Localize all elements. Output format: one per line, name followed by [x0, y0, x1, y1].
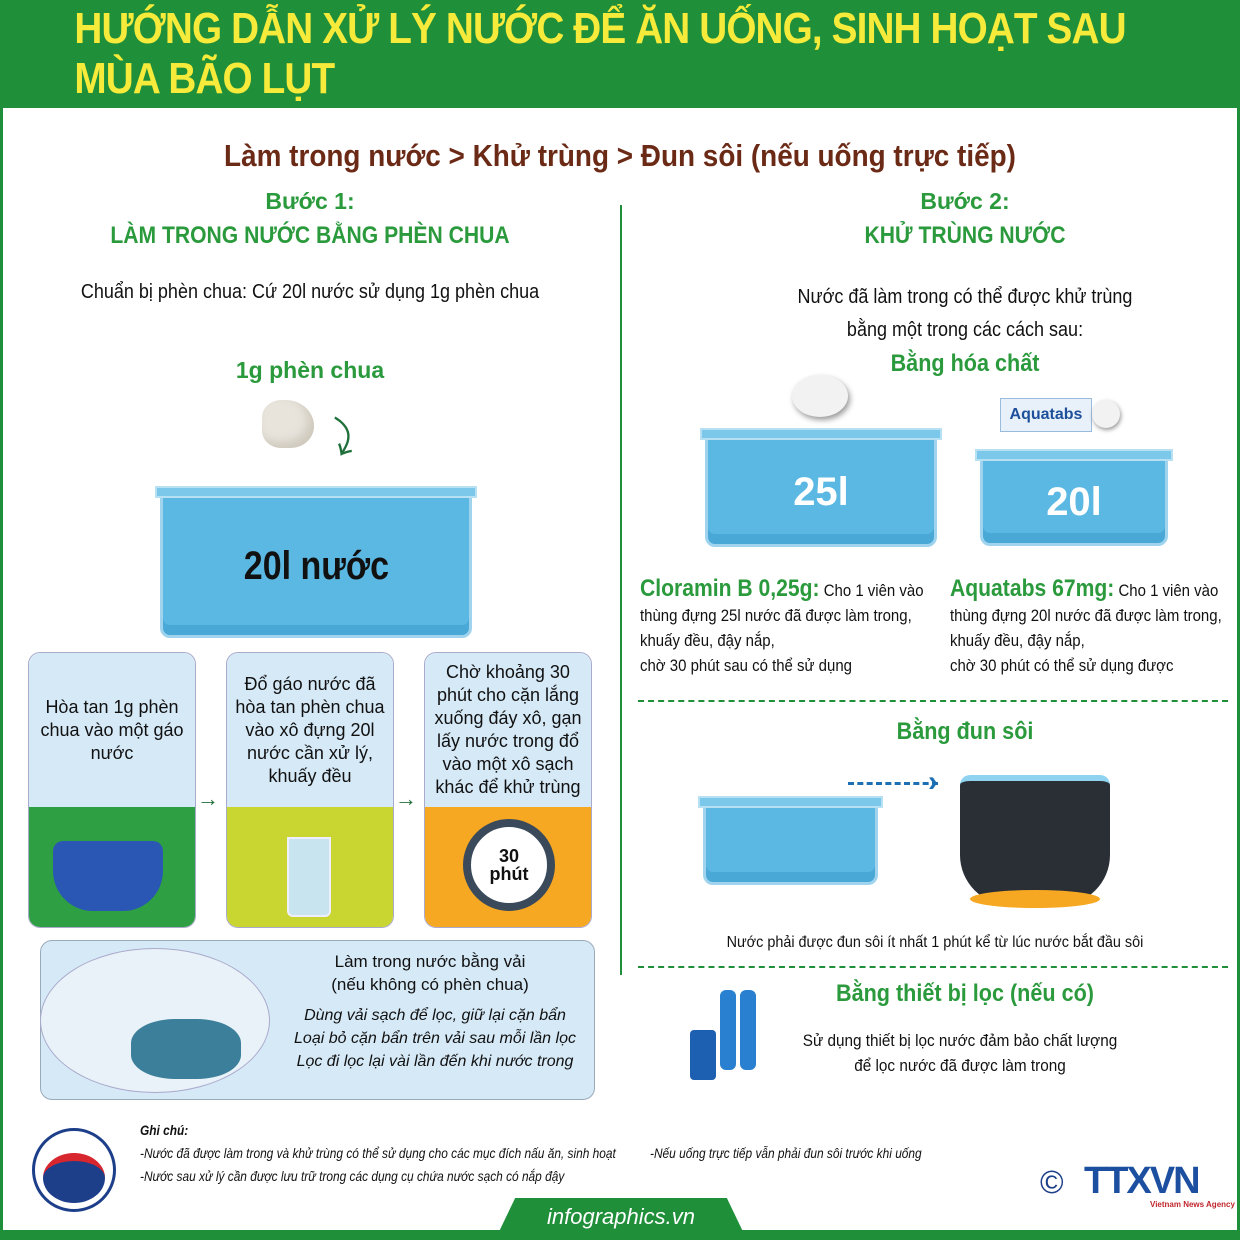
- section-divider: [638, 966, 1228, 968]
- bucket-label: 20l nước: [243, 544, 389, 588]
- bucket-boil: [698, 796, 883, 885]
- filter-line: Sử dụng thiết bị lọc nước đảm bảo chất l…: [802, 1031, 1118, 1050]
- desc-line: chờ 30 phút sau có thể sử dụng: [640, 656, 852, 675]
- aquatabs-name: Aquatabs 67mg:: [950, 575, 1115, 602]
- filter-title: Bằng thiết bị lọc (nếu có): [835, 980, 1094, 1007]
- desc-line: khuấy đều, đậy nắp,: [950, 631, 1085, 650]
- arrow-right-icon: ›: [928, 765, 938, 798]
- step-text: Hòa tan 1g phèn chua vào một gáo nước: [29, 653, 195, 807]
- section-divider: [638, 700, 1228, 702]
- ministry-of-health-logo: [32, 1128, 116, 1212]
- desc-line: khuấy đều, đậy nắp,: [640, 631, 775, 650]
- step-card-2: Đổ gáo nước đã hòa tan phèn chua vào xô …: [226, 652, 394, 928]
- desc-line: Cho 1 viên vào: [1118, 581, 1219, 600]
- intro-line: bằng một trong các cách sau:: [846, 319, 1084, 341]
- intro-line: Nước đã làm trong có thể được khử trùng: [797, 286, 1133, 308]
- arrow-right-icon: →: [395, 786, 417, 811]
- step1-prep: Chuẩn bị phèn chua: Cứ 20l nước sử dụng …: [80, 281, 540, 303]
- filter-line: để lọc nước đã được làm trong: [854, 1056, 1066, 1075]
- desc-line: thùng đựng 20l nước đã được làm trong,: [950, 606, 1222, 625]
- step-text: Chờ khoảng 30 phút cho cặn lắng xuống đá…: [425, 653, 591, 807]
- cloth-title: Làm trong nước bằng vải: [334, 952, 526, 971]
- cloth-title-block: Làm trong nước bằng vải (nếu không có phè…: [280, 950, 580, 996]
- ttxvn-logo: TTXVN: [1084, 1160, 1201, 1202]
- cloramin-desc: Cloramin B 0,25g: Cho 1 viên vào thùng đự…: [640, 576, 924, 678]
- step-card-1: Hòa tan 1g phèn chua vào một gáo nước: [28, 652, 196, 928]
- desc-line: Cho 1 viên vào: [823, 581, 924, 600]
- cloth-lines: Dùng vải sạch để lọc, giữ lại cặn bẩn Loạ…: [290, 1004, 580, 1073]
- agency-subtitle: Vietnam News Agency: [1150, 1200, 1235, 1209]
- cloramin-tablet: [792, 375, 848, 417]
- boil-note: Nước phải được đun sôi ít nhất 1 phút kể…: [726, 934, 1144, 951]
- chemical-title: Bằng hóa chất: [890, 350, 1040, 377]
- step2-title: KHỬ TRÙNG NƯỚC: [864, 222, 1066, 249]
- desc-line: thùng đựng 25l nước đã được làm trong,: [640, 606, 912, 625]
- aquatabs-desc: Aquatabs 67mg: Cho 1 viên vào thùng đựng …: [950, 576, 1222, 678]
- step-text: Đổ gáo nước đã hòa tan phèn chua vào xô …: [227, 653, 393, 807]
- step2-label: Bước 2:: [920, 188, 1010, 214]
- bucket-label: 25l: [793, 469, 849, 514]
- step1-label: Bước 1:: [265, 188, 355, 214]
- boil-title: Bằng đun sôi: [896, 718, 1034, 745]
- cloth-filter-image: [40, 948, 270, 1093]
- cloth-subtitle: (nếu không có phèn chua): [331, 975, 529, 994]
- bucket-label: 20l: [1046, 479, 1102, 524]
- copyright-symbol: ©: [1040, 1164, 1064, 1200]
- timer-icon: 30 phút: [425, 807, 591, 927]
- bucket-25l: 25l: [700, 428, 942, 547]
- site-link[interactable]: infographics.vn: [547, 1204, 695, 1229]
- water-filter-image: [690, 990, 770, 1090]
- note-2: -Nước sau xử lý cần được lưu trữ trong c…: [140, 1168, 565, 1184]
- aquatabs-tablet: [1092, 400, 1120, 428]
- cloth-line: Dùng vải sạch để lọc, giữ lại cặn bẩn: [304, 1007, 566, 1024]
- desc-line: chờ 30 phút có thể sử dụng được: [950, 656, 1174, 675]
- page-title: HƯỚNG DẪN XỬ LÝ NƯỚC ĐỂ ĂN UỐNG, SINH HO…: [74, 4, 1126, 103]
- ladle-image: [29, 807, 195, 927]
- alum-label: 1g phèn chua: [235, 357, 385, 383]
- note-3: -Nếu uống trực tiếp vẫn phải đun sôi trư…: [650, 1145, 922, 1161]
- cloth-line: Loại bỏ cặn bẩn trên vải sau mỗi lần lọc: [294, 1030, 576, 1047]
- cloth-line: Lọc đi lọc lại vài lần đến khi nước tron…: [296, 1053, 574, 1070]
- step1-title: LÀM TRONG NƯỚC BẰNG PHÈN CHUA: [110, 222, 510, 249]
- note-1: -Nước đã được làm trong và khử trùng có …: [140, 1145, 616, 1161]
- arrow-right-icon: →: [197, 786, 219, 811]
- dashed-arrow: [848, 782, 938, 785]
- bucket-20l: 20l nước: [155, 486, 477, 638]
- column-divider: [620, 205, 622, 975]
- filter-desc: Sử dụng thiết bị lọc nước đảm bảo chất l…: [780, 1028, 1140, 1078]
- gas-flame: [970, 890, 1100, 908]
- timer-unit: phút: [489, 864, 529, 884]
- alum-image: [262, 400, 314, 448]
- aquatabs-package: Aquatabs: [1000, 398, 1092, 432]
- process-subtitle: Làm trong nước > Khử trùng > Đun sôi (nế…: [224, 138, 1016, 173]
- glass-image: [227, 807, 393, 927]
- timer-number: 30: [498, 846, 520, 866]
- bucket-20l-chemical: 20l: [975, 449, 1173, 546]
- boiling-pot-image: [960, 775, 1110, 905]
- notes-title: Ghi chú:: [140, 1122, 189, 1138]
- site-tab: [495, 1198, 747, 1240]
- header: HƯỚNG DẪN XỬ LÝ NƯỚC ĐỂ ĂN UỐNG, SINH HO…: [0, 0, 1240, 108]
- cloramin-name: Cloramin B 0,25g:: [640, 575, 820, 602]
- step2-intro: Nước đã làm trong có thể được khử trùng b…: [691, 281, 1240, 347]
- step-card-3: Chờ khoảng 30 phút cho cặn lắng xuống đá…: [424, 652, 592, 928]
